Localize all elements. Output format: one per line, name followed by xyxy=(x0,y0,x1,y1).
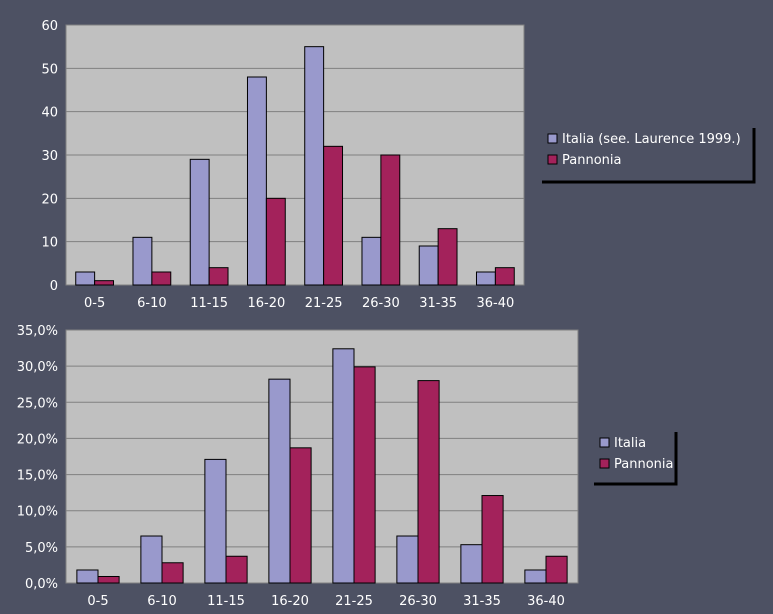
bar-series-b-36-40 xyxy=(545,555,568,584)
y-tick-label: 30,0% xyxy=(17,360,58,375)
x-tick-label: 0-5 xyxy=(84,296,105,311)
bar-series-b-26-30 xyxy=(380,154,401,286)
x-tick-label: 36-40 xyxy=(527,594,565,609)
legend-swatch-series-a xyxy=(547,133,558,144)
bar-series-b-0-5 xyxy=(97,575,120,584)
chart-age-percent: 0,0% 5,0% 10,0% 15,0% 20,0% 25,0% 30,0% 35,0% 0-… xyxy=(17,324,678,609)
bar-series-a-6-10 xyxy=(132,236,153,286)
bar-series-b-31-35 xyxy=(481,495,504,584)
bar-series-b-31-35 xyxy=(437,228,458,286)
y-tick-label: 5,0% xyxy=(25,541,58,556)
x-tick-label: 16-20 xyxy=(247,296,285,311)
x-tick-label: 21-25 xyxy=(335,594,373,609)
bar-series-b-0-5 xyxy=(94,280,115,286)
y-tick-label: 50 xyxy=(41,62,58,77)
bar-series-b-21-25 xyxy=(353,366,376,584)
bar-series-b-11-15 xyxy=(208,267,229,286)
bar-series-a-31-35 xyxy=(460,544,483,584)
bar-series-a-21-25 xyxy=(332,348,355,584)
bar-series-b-16-20 xyxy=(289,447,312,584)
legend-swatch-series-b xyxy=(599,458,610,469)
y-tick-label: 15,0% xyxy=(17,469,58,484)
bar-series-b-36-40 xyxy=(494,267,515,286)
bar-series-a-6-10 xyxy=(140,535,163,584)
y-tick-label: 60 xyxy=(41,19,58,34)
bar-series-b-6-10 xyxy=(151,271,172,286)
bar-series-a-26-30 xyxy=(396,535,419,584)
x-tick-label: 21-25 xyxy=(305,296,343,311)
bar-series-a-16-20 xyxy=(268,378,291,584)
bar-series-a-16-20 xyxy=(246,76,267,286)
y-tick-label: 30 xyxy=(41,149,58,164)
y-tick-label: 40 xyxy=(41,106,58,121)
bar-series-a-31-35 xyxy=(418,245,439,286)
y-tick-label: 10 xyxy=(41,236,58,251)
legend-frame xyxy=(594,432,678,486)
x-tick-label: 6-10 xyxy=(137,296,167,311)
legend-label-series-b: Pannonia xyxy=(614,457,673,472)
x-tick-label: 11-15 xyxy=(190,296,228,311)
x-tick-label: 0-5 xyxy=(87,594,108,609)
legend-label-series-a: Italia (see. Laurence 1999.) xyxy=(562,132,741,147)
x-tick-label: 31-35 xyxy=(419,296,457,311)
chart-age-counts: 0 10 20 30 40 50 60 0-5 6-10 11-15 16-20 21-25 26-30… xyxy=(41,19,756,311)
bar-series-b-21-25 xyxy=(323,145,344,286)
x-tick-label: 6-10 xyxy=(147,594,177,609)
bar-series-a-11-15 xyxy=(189,158,210,286)
legend-label-series-b: Pannonia xyxy=(562,153,621,168)
bar-series-a-21-25 xyxy=(304,46,325,286)
y-tick-label: 20 xyxy=(41,192,58,207)
bar-series-a-36-40 xyxy=(475,271,496,286)
legend: Italia (see. Laurence 1999.) Pannonia xyxy=(542,128,756,184)
bar-series-a-36-40 xyxy=(524,569,547,584)
legend-swatch-series-b xyxy=(547,154,558,165)
legend: Italia Pannonia xyxy=(594,432,678,486)
legend-label-series-a: Italia xyxy=(614,436,646,451)
bar-series-b-16-20 xyxy=(265,197,286,286)
bar-series-a-26-30 xyxy=(361,236,382,286)
bar-series-a-0-5 xyxy=(75,271,96,286)
y-tick-label: 35,0% xyxy=(17,324,58,339)
x-tick-label: 26-30 xyxy=(362,296,400,311)
bar-series-b-6-10 xyxy=(161,562,184,584)
bar-series-b-26-30 xyxy=(417,380,440,584)
x-tick-label: 11-15 xyxy=(207,594,245,609)
legend-swatch-series-a xyxy=(599,437,610,448)
y-tick-label: 0,0% xyxy=(25,577,58,592)
x-tick-label: 36-40 xyxy=(476,296,514,311)
y-tick-label: 10,0% xyxy=(17,505,58,520)
y-tick-label: 0 xyxy=(50,279,58,294)
bar-series-b-11-15 xyxy=(225,555,248,584)
bar-series-a-0-5 xyxy=(76,569,99,584)
y-tick-label: 20,0% xyxy=(17,432,58,447)
x-tick-label: 31-35 xyxy=(463,594,501,609)
legend-frame xyxy=(542,128,756,184)
y-tick-label: 25,0% xyxy=(17,396,58,411)
x-tick-label: 16-20 xyxy=(271,594,309,609)
bar-series-a-11-15 xyxy=(204,458,227,584)
x-tick-label: 26-30 xyxy=(399,594,437,609)
